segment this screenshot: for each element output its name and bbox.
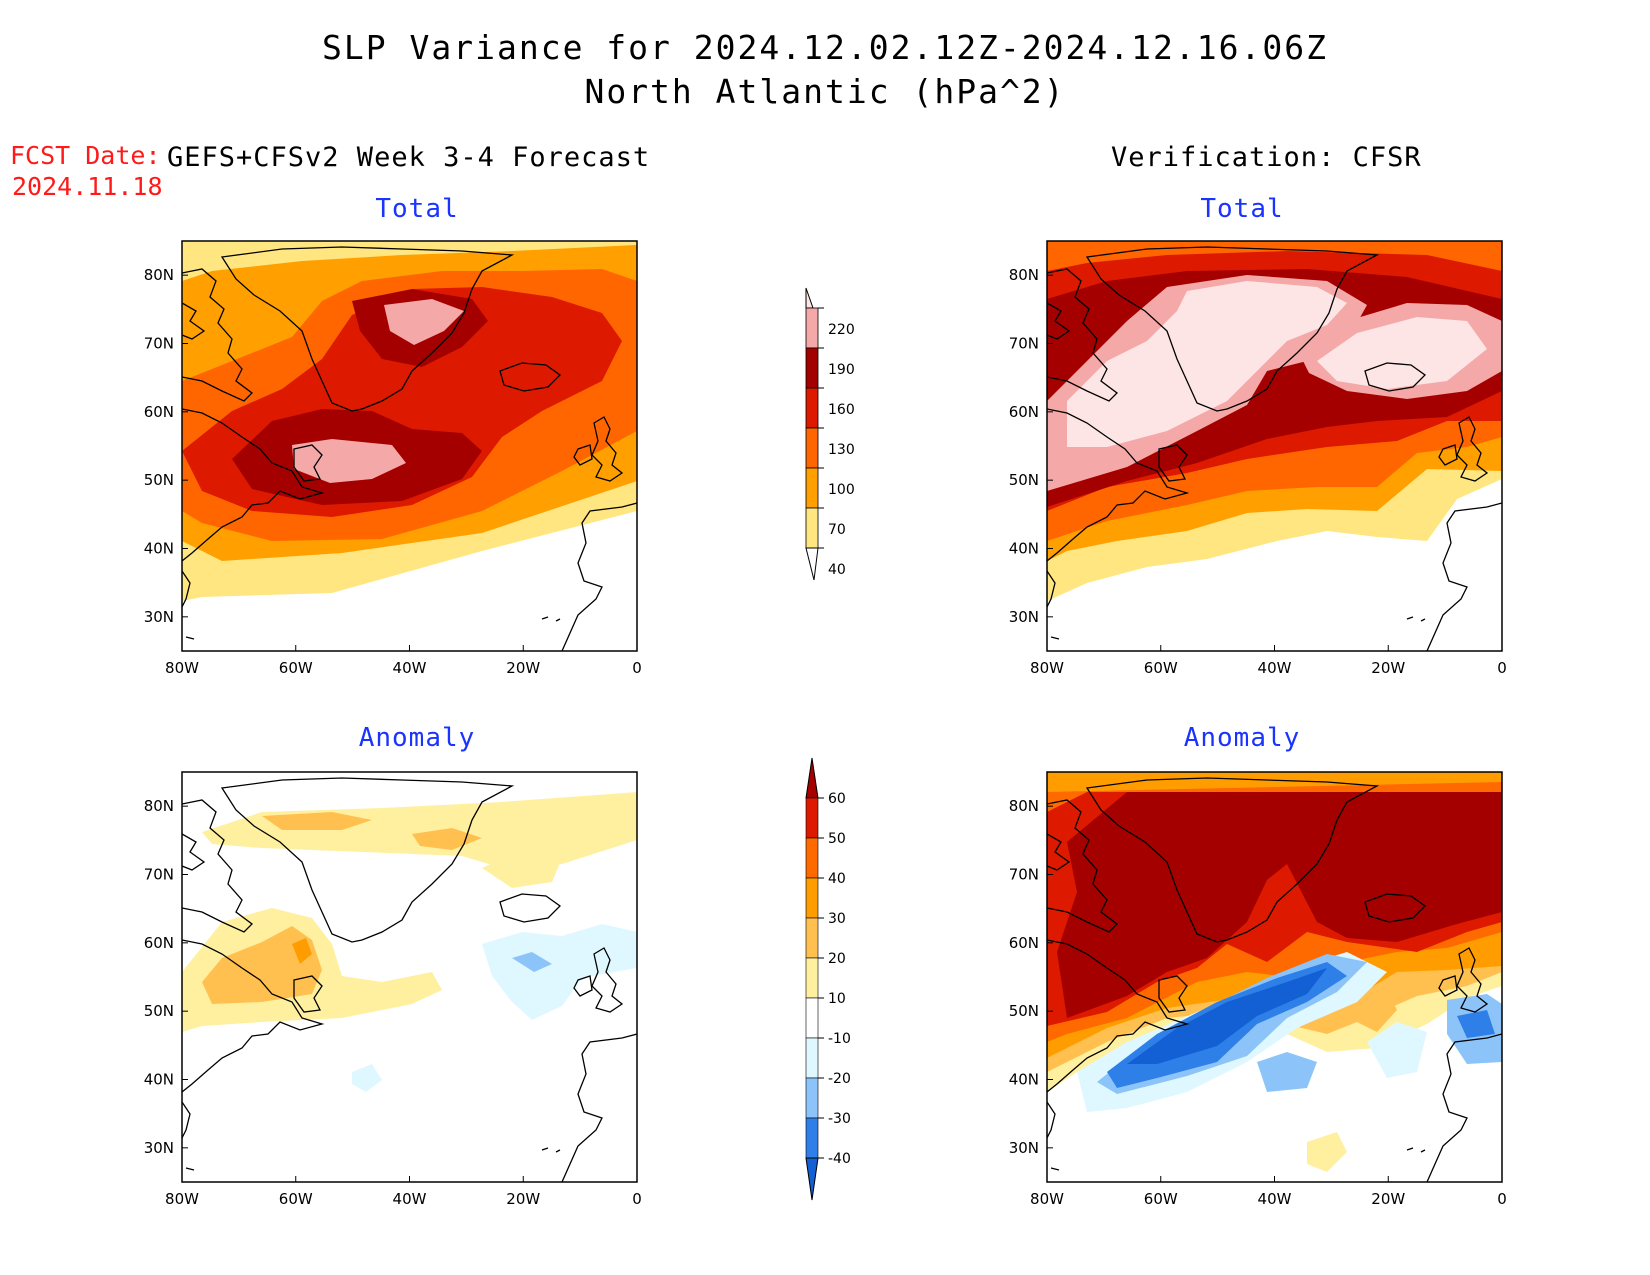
colorbar-anomaly-label: -20 xyxy=(828,1071,851,1087)
lat-tick-label: 40N xyxy=(1009,1071,1039,1089)
lon-tick-label: 40W xyxy=(1258,1190,1292,1208)
axis-labels: 80W 60W 40W 20W 0 80N 70N 60N 50N 40N 30N 80W 60W 40W… xyxy=(144,266,1507,1208)
lat-tick-label: 30N xyxy=(144,608,174,626)
lon-tick-label: 60W xyxy=(279,659,313,677)
colorbar-anomaly-label: 30 xyxy=(828,911,846,927)
lon-tick-label: 20W xyxy=(506,659,540,677)
right-column-title: Verification: CFSR xyxy=(1111,142,1422,173)
map-verification-total xyxy=(1046,240,1503,652)
lat-tick-label: 80N xyxy=(1009,266,1039,284)
colorbar-total: 220 190 160 130 100 70 40 xyxy=(805,287,855,581)
colorbar-anomaly-label: 50 xyxy=(828,831,846,847)
lat-tick-label: 50N xyxy=(144,1002,174,1020)
lon-tick-label: 40W xyxy=(1258,659,1292,677)
lon-tick-label: 80W xyxy=(165,1190,199,1208)
lat-tick-label: 60N xyxy=(1009,403,1039,421)
fcst-date-label: FCST Date: xyxy=(10,141,161,170)
lat-tick-label: 40N xyxy=(144,540,174,558)
colorbar-total-label: 220 xyxy=(828,322,855,338)
colorbar-anomaly: 60 50 40 30 20 10 -10 -20 -30 -40 xyxy=(805,757,851,1201)
colorbar-anomaly-label: 60 xyxy=(828,791,846,807)
lon-tick-label: 0 xyxy=(632,659,642,677)
colorbar-total-label: 100 xyxy=(828,482,855,498)
colorbar-anomaly-label: 10 xyxy=(828,991,846,1007)
lat-tick-label: 60N xyxy=(144,403,174,421)
lat-tick-label: 80N xyxy=(144,797,174,815)
panel-title-verification-anomaly: Anomaly xyxy=(1183,723,1301,753)
colorbar-anomaly-label: -30 xyxy=(828,1111,851,1127)
lon-tick-label: 60W xyxy=(279,1190,313,1208)
lat-tick-label: 70N xyxy=(144,335,174,353)
lon-tick-label: 40W xyxy=(393,659,427,677)
lat-tick-label: 60N xyxy=(144,934,174,952)
lon-tick-label: 80W xyxy=(1030,1190,1064,1208)
lon-tick-label: 0 xyxy=(1497,1190,1507,1208)
colorbar-anomaly-label: 20 xyxy=(828,951,846,967)
lat-tick-label: 50N xyxy=(144,471,174,489)
panel-title-verification-total: Total xyxy=(1200,194,1284,224)
lat-tick-label: 30N xyxy=(144,1139,174,1157)
lon-tick-label: 60W xyxy=(1144,1190,1178,1208)
main-title: SLP Variance for 2024.12.02.12Z-2024.12.… xyxy=(322,28,1328,67)
map-forecast-total xyxy=(181,240,638,652)
colorbar-anomaly-label: -10 xyxy=(828,1031,851,1047)
lon-tick-label: 20W xyxy=(1371,659,1405,677)
colorbar-anomaly-label: -40 xyxy=(828,1151,851,1167)
lon-tick-label: 20W xyxy=(1371,1190,1405,1208)
lon-tick-label: 80W xyxy=(1030,659,1064,677)
map-verification-anomaly xyxy=(1046,771,1503,1183)
lat-tick-label: 50N xyxy=(1009,1002,1039,1020)
panel-title-forecast-total: Total xyxy=(375,194,459,224)
lon-tick-label: 20W xyxy=(506,1190,540,1208)
subtitle: North Atlantic (hPa^2) xyxy=(584,72,1066,111)
fcst-date-value: 2024.11.18 xyxy=(12,172,163,201)
colorbar-total-label: 160 xyxy=(828,402,855,418)
lat-tick-label: 40N xyxy=(144,1071,174,1089)
lat-tick-label: 70N xyxy=(144,866,174,884)
lon-tick-label: 0 xyxy=(632,1190,642,1208)
left-column-title: GEFS+CFSv2 Week 3-4 Forecast xyxy=(167,142,651,173)
colorbar-total-label: 70 xyxy=(828,522,846,538)
lat-tick-label: 50N xyxy=(1009,471,1039,489)
lat-tick-label: 40N xyxy=(1009,540,1039,558)
lat-tick-label: 30N xyxy=(1009,1139,1039,1157)
map-forecast-anomaly xyxy=(181,771,638,1183)
lat-tick-label: 70N xyxy=(1009,335,1039,353)
colorbar-total-label: 190 xyxy=(828,362,855,378)
lat-tick-label: 80N xyxy=(144,266,174,284)
lat-tick-label: 30N xyxy=(1009,608,1039,626)
lon-tick-label: 40W xyxy=(393,1190,427,1208)
lat-tick-label: 60N xyxy=(1009,934,1039,952)
lon-tick-label: 80W xyxy=(165,659,199,677)
lon-tick-label: 60W xyxy=(1144,659,1178,677)
colorbar-anomaly-label: 40 xyxy=(828,871,846,887)
colorbar-total-label: 130 xyxy=(828,442,855,458)
lon-tick-label: 0 xyxy=(1497,659,1507,677)
panel-title-forecast-anomaly: Anomaly xyxy=(358,723,476,753)
colorbar-total-label: 40 xyxy=(828,562,846,578)
lat-tick-label: 70N xyxy=(1009,866,1039,884)
lat-tick-label: 80N xyxy=(1009,797,1039,815)
